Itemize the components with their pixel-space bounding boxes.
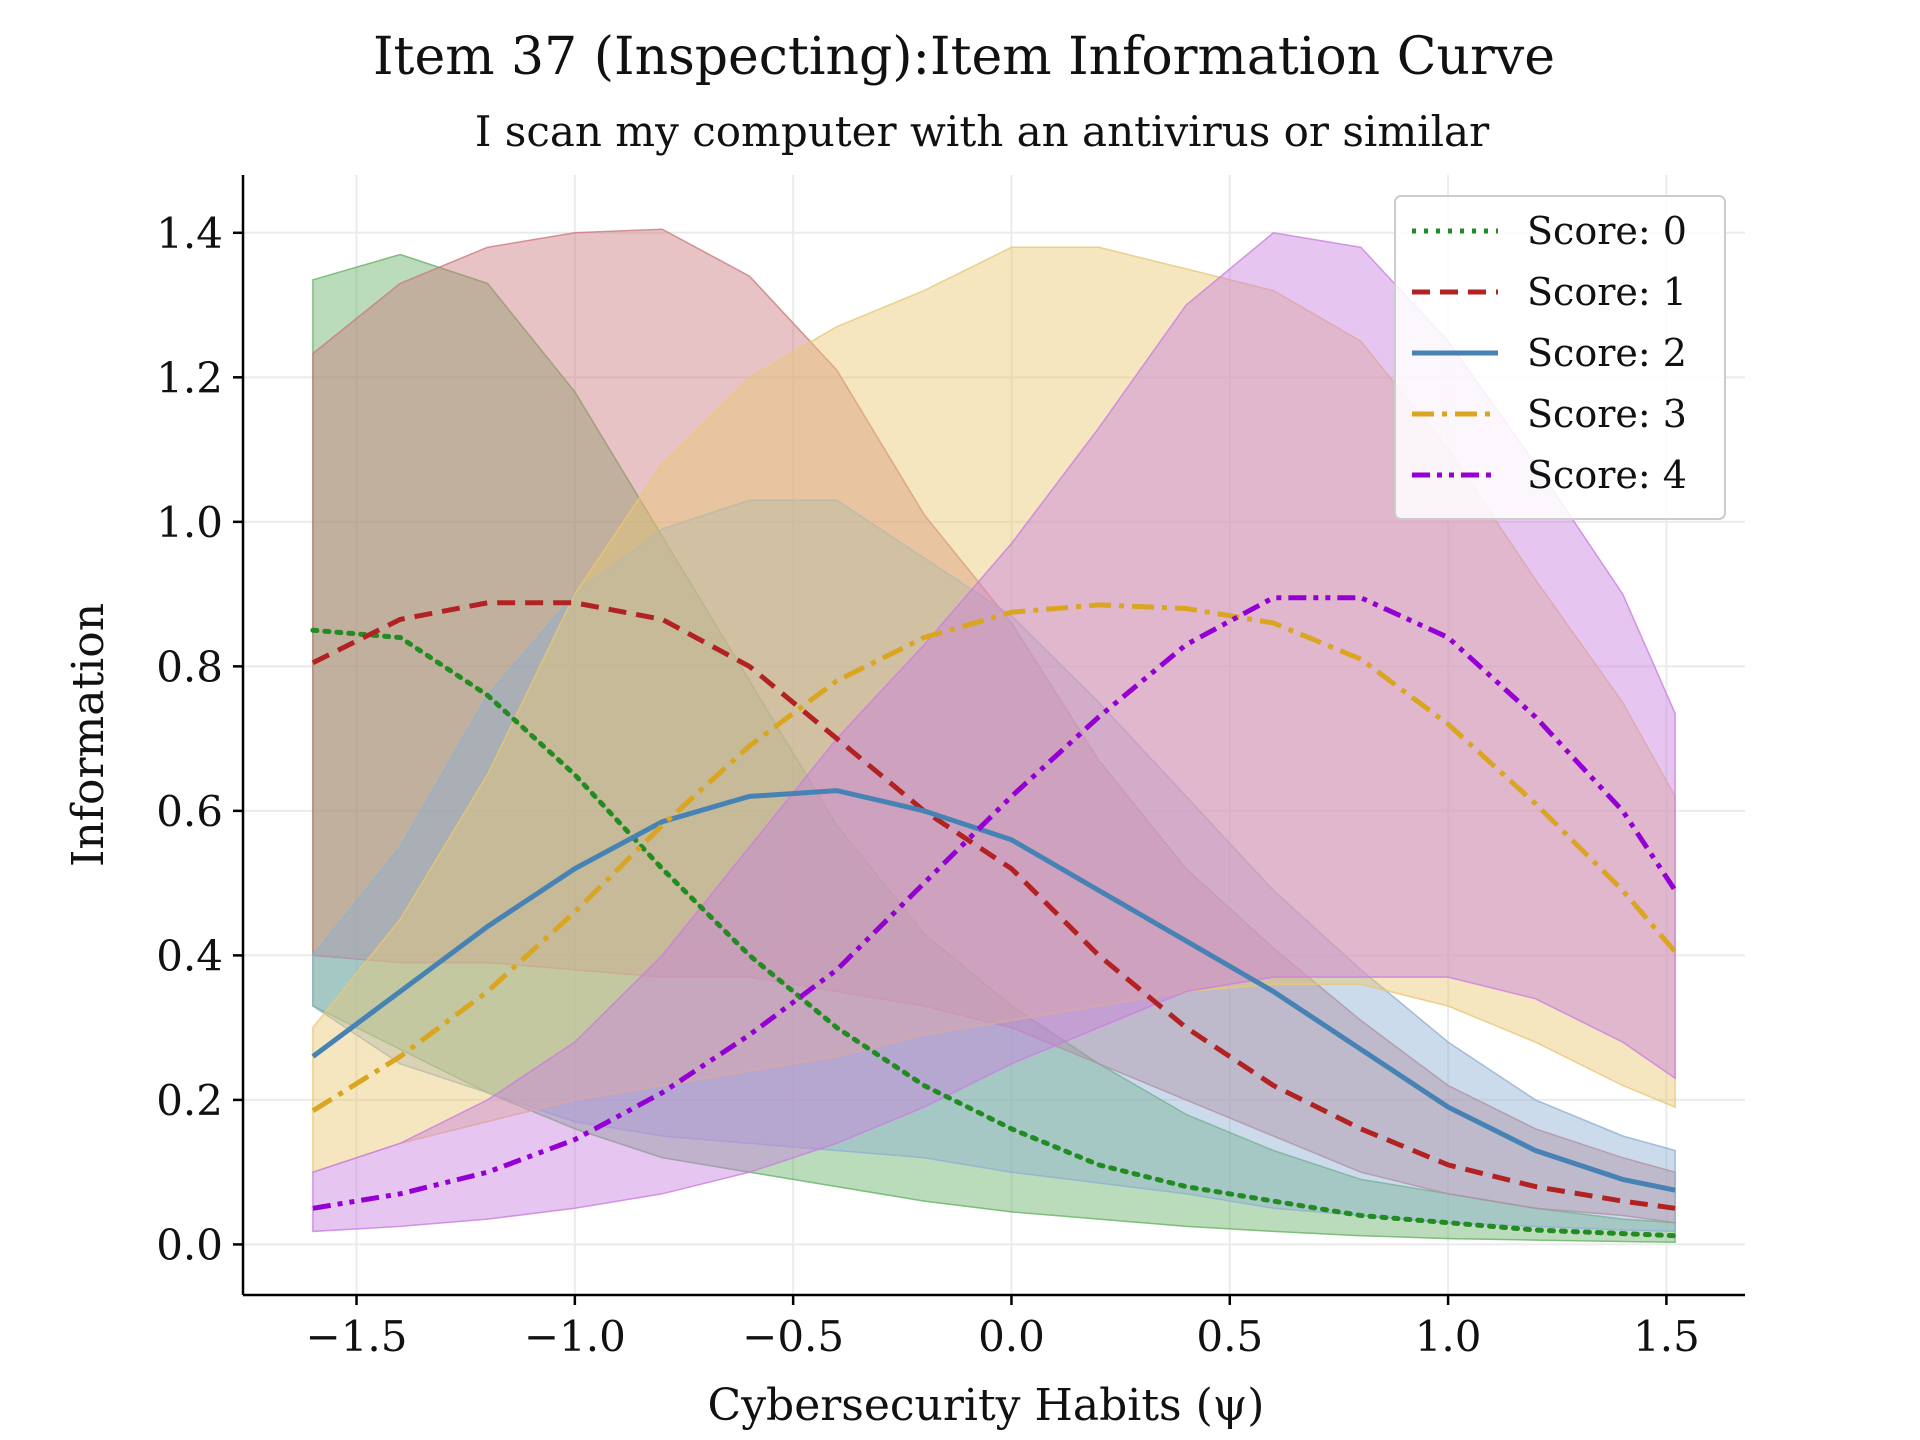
chart-title: Item 37 (Inspecting):Item Information Cu… [373, 27, 1555, 87]
legend-label-3: Score: 3 [1527, 392, 1687, 436]
series-lines [310, 595, 1678, 1239]
band-series-0 [312, 253, 1676, 1244]
x-tick-label: 1.5 [1633, 1312, 1700, 1361]
y-tick-label: 0.4 [156, 931, 223, 980]
band-series-3 [312, 246, 1676, 1174]
x-tick-label: −0.5 [742, 1312, 844, 1361]
legend-label-0: Score: 0 [1527, 209, 1687, 253]
legend-box [1394, 195, 1726, 520]
y-tick-label: 1.4 [156, 209, 223, 258]
y-tick-label: 0.2 [156, 1076, 223, 1125]
chart-subtitle: I scan my computer with an antivirus or … [475, 107, 1490, 156]
y-tick-label: 0.6 [156, 787, 223, 836]
y-tick-label: 0.0 [156, 1220, 223, 1269]
line-series-2 [311, 788, 1676, 1193]
x-tick-label: −1.0 [524, 1312, 626, 1361]
x-tick-label: 0.0 [978, 1312, 1045, 1361]
confidence-bands [312, 228, 1676, 1244]
x-tick-label: 1.0 [1415, 1312, 1482, 1361]
x-tick-label: 0.5 [1196, 1312, 1263, 1361]
band-series-4 [312, 232, 1676, 1233]
legend-label-4: Score: 4 [1527, 453, 1687, 497]
line-series-0 [310, 627, 1678, 1239]
band-series-2 [312, 499, 1676, 1233]
x-axis-label: Cybersecurity Habits (ψ) [708, 1380, 1265, 1431]
grid [243, 175, 1745, 1295]
y-tick-label: 0.8 [156, 642, 223, 691]
legend-label-1: Score: 1 [1527, 270, 1687, 314]
legend-label-2: Score: 2 [1527, 331, 1687, 375]
line-series-1 [311, 600, 1676, 1211]
line-series-3 [311, 602, 1678, 1113]
y-tick-label: 1.2 [156, 353, 223, 402]
line-series-4 [312, 595, 1678, 1211]
x-tick-label: −1.5 [306, 1312, 408, 1361]
legend: Score: 0 Score: 1 Score: 2 Score: 3 Score: 4 [1394, 195, 1726, 520]
y-tick-label: 1.0 [156, 498, 223, 547]
tick-labels: −1.5 −1.0 −0.5 0.0 0.5 1.0 1.5 0.0 0.2 0.4 0.6 0.8 1… [156, 209, 1700, 1361]
y-axis-label: Information [63, 603, 114, 867]
axes [233, 175, 1745, 1305]
